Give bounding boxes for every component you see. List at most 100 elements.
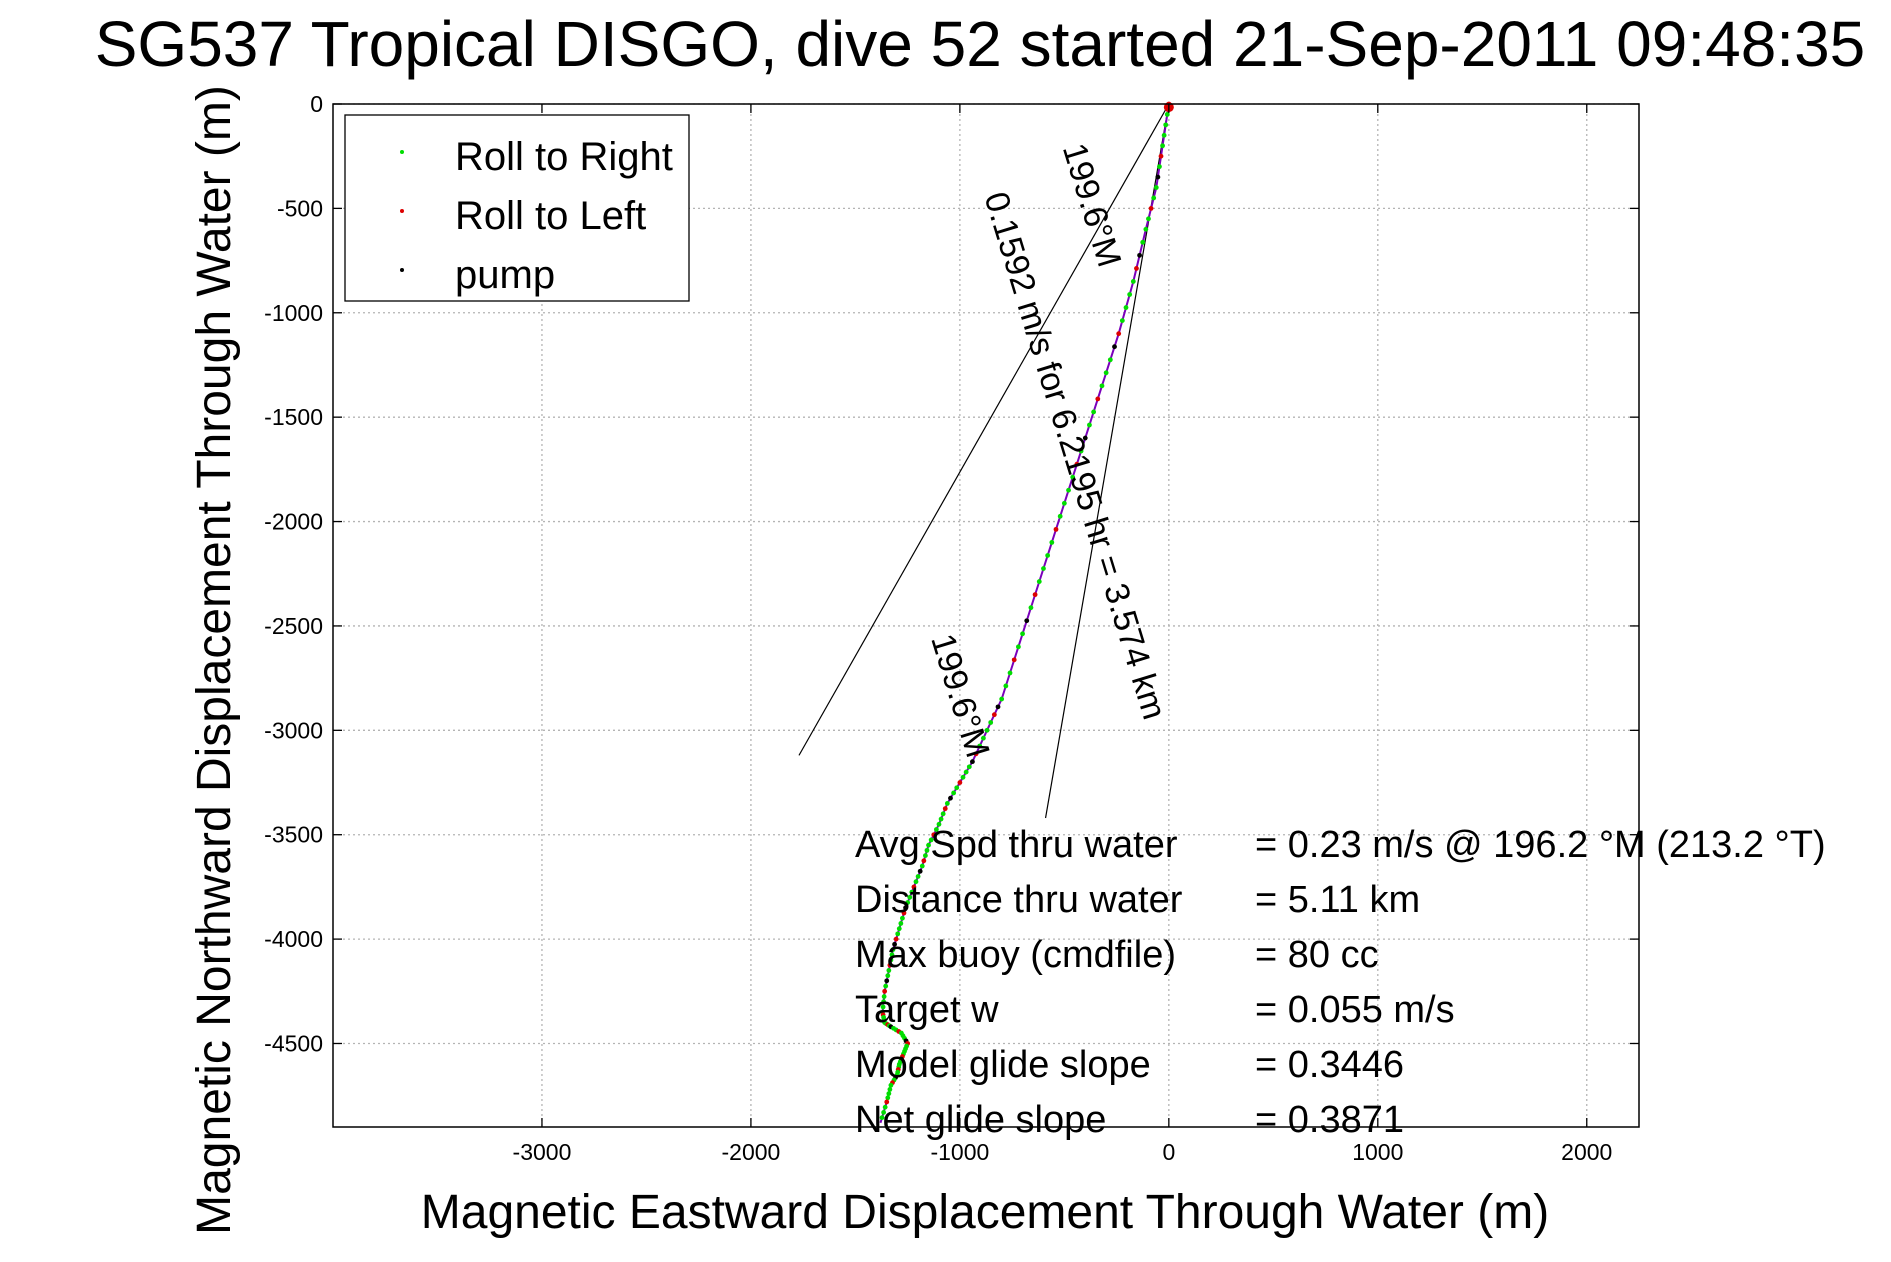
y-tick-label: -4000 [264,926,323,952]
track-marker [1095,396,1101,402]
track-marker [1007,670,1013,676]
track-marker [882,1104,888,1110]
x-tick-label: 2000 [1561,1139,1612,1165]
wedge-line [798,103,1170,756]
track-annotation: 199.6°M [1055,139,1128,272]
track-marker [893,936,899,942]
y-tick-label: -4500 [264,1030,323,1056]
track-marker [999,696,1005,702]
track-marker [984,727,990,733]
track-marker [1153,185,1159,190]
stat-label-net-glide: Net glide slope [855,1099,1106,1141]
y-tick-label: -3000 [264,717,323,743]
track-marker [1074,461,1080,467]
track-marker [1151,195,1157,201]
stat-label-target-w: Target w [855,989,999,1031]
track-marker [895,931,901,937]
track-marker [1163,122,1169,128]
track-marker [1116,331,1122,337]
track-marker [883,983,889,989]
stat-label-avg-speed: Avg Spd thru water [855,824,1178,866]
track-marker [1049,540,1055,545]
track-marker [907,894,913,900]
track-marker [887,962,893,968]
track-marker [1057,513,1063,519]
track-marker [924,847,930,853]
track-marker [885,1095,891,1101]
track-marker [1157,164,1162,170]
track-marker [898,921,904,926]
y-tick-label: -1000 [264,300,323,326]
track-marker [889,952,895,958]
track-marker [1161,132,1167,138]
track-marker [1070,474,1076,480]
track-marker [995,704,1001,710]
track-marker [886,1091,892,1096]
track-marker [977,743,983,749]
track-marker [915,874,921,879]
track-marker [1091,409,1097,415]
y-tick-label: -3500 [264,822,323,848]
x-axis-label: Magnetic Eastward Displacement Through W… [421,1186,1549,1239]
stat-value-distance: = 5.11 km [1255,879,1420,921]
track-marker [1078,448,1084,454]
track-marker [887,1087,893,1092]
track-marker [1140,239,1146,245]
track-marker [1119,318,1125,324]
track-marker [921,858,927,864]
stat-value-max-buoy: = 80 cc [1255,934,1379,976]
track-marker [880,1004,886,1010]
track-marker [960,774,966,780]
track-marker [963,769,969,775]
legend: Roll to Right Roll to Left pump [344,114,690,302]
track-marker [942,806,948,812]
y-tick-label: -1500 [264,404,323,430]
track-marker [1020,631,1025,637]
x-tick-label: -3000 [513,1139,572,1165]
track-marker [980,735,986,741]
track-marker [1082,435,1088,441]
track-marker [882,988,888,994]
track-marker [879,1115,885,1121]
x-tick-label: 0 [1162,1139,1175,1165]
track-marker [936,821,942,827]
stat-value-avg-speed: = 0.23 m/s @ 196.2 °M (213.2 °T) [1255,824,1826,866]
track-marker [1134,266,1139,271]
y-tick-label: -500 [277,195,323,221]
chart-title: SG537 Tropical DISGO, dive 52 started 21… [95,8,1866,80]
plot-frame [332,103,1640,1128]
track-marker [944,800,950,806]
track-marker [890,947,896,952]
track-marker [919,863,925,869]
x-ticks: -3000 -2000 -1000 0 1000 2000 [513,104,1612,1165]
track-marker [884,1099,890,1105]
track-marker [881,999,887,1005]
legend-marker-pump [400,268,404,272]
y-ticks: 0 -500 -1000 -1500 -2000 -2500 -3000 -3500 -4000… [264,91,1639,1056]
track-marker [911,884,917,890]
stat-value-target-w: = 0.055 m/s [1255,989,1455,1031]
dive-stats: Avg Spd thru water = 0.23 m/s @ 196.2 °M… [855,824,1826,1141]
track-marker [905,900,911,905]
track-marker [1003,683,1009,689]
track-marker [991,712,997,718]
legend-label-roll-left: Roll to Left [455,194,646,238]
track-marker [1143,226,1149,232]
stat-label-max-buoy: Max buoy (cmdfile) [855,934,1176,976]
track-marker [966,764,972,770]
track-marker [896,926,902,932]
track-marker [900,915,905,921]
legend-marker-roll-right [400,150,404,154]
stat-label-distance: Distance thru water [855,879,1183,921]
y-axis-label: Magnetic Northward Displacement Through … [188,85,241,1235]
track-marker [957,780,963,785]
track-marker [1036,579,1042,584]
track-marker [938,816,944,822]
track-marker [1130,279,1136,284]
track-marker [1164,112,1170,117]
stat-label-model-glide: Model glide slope [855,1044,1151,1086]
track-marker [1127,292,1133,297]
track-marker [931,832,937,838]
track-marker [1087,422,1092,428]
